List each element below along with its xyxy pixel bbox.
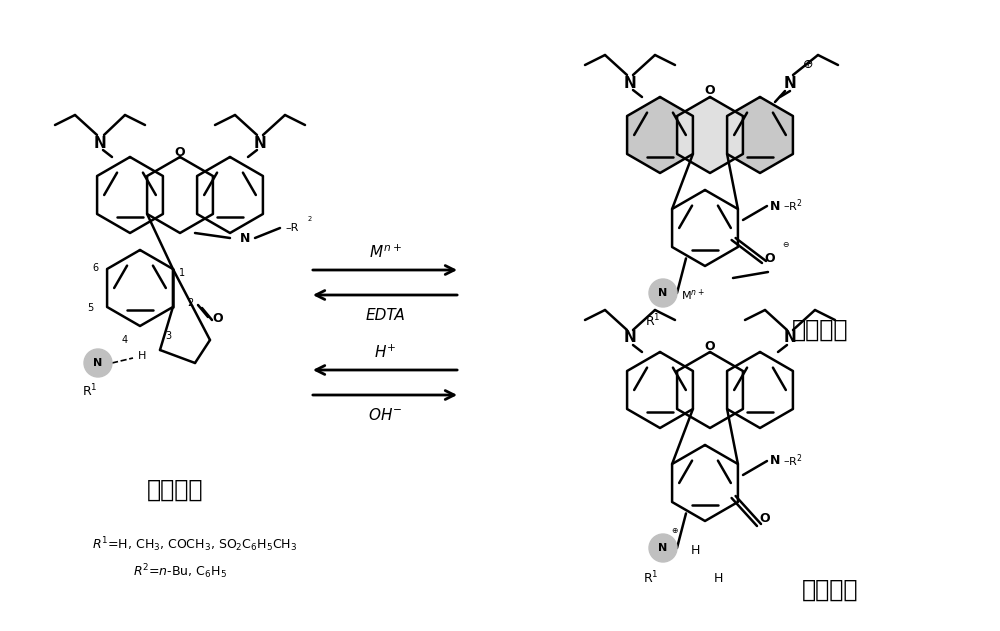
Text: $^{\ominus}$: $^{\ominus}$ (782, 241, 790, 251)
Text: 荧光暗态: 荧光暗态 (802, 578, 858, 602)
Text: 荧光亮态: 荧光亮态 (792, 318, 848, 342)
Text: N: N (624, 76, 636, 90)
Text: $R^2$=$n$-Bu, C$_6$H$_5$: $R^2$=$n$-Bu, C$_6$H$_5$ (133, 563, 227, 581)
Text: O: O (213, 312, 223, 324)
Text: –R: –R (285, 223, 299, 233)
Text: R$^1$: R$^1$ (645, 313, 661, 329)
Text: N: N (784, 76, 796, 90)
Text: 4: 4 (122, 335, 128, 345)
Text: H: H (690, 543, 700, 557)
Text: N: N (770, 199, 780, 213)
Text: 荧光暗态: 荧光暗态 (147, 478, 203, 502)
Text: EDTA: EDTA (365, 307, 405, 322)
Circle shape (84, 349, 112, 377)
Polygon shape (677, 97, 743, 173)
Text: N: N (784, 331, 796, 346)
Text: 2: 2 (187, 298, 193, 308)
Text: R$^1$: R$^1$ (82, 382, 98, 399)
Text: N: N (94, 136, 106, 151)
Text: –R$^2$: –R$^2$ (783, 452, 803, 469)
Text: $M^{n+}$: $M^{n+}$ (369, 244, 401, 261)
Text: $OH^{-}$: $OH^{-}$ (368, 407, 402, 423)
Text: O: O (765, 252, 775, 264)
Polygon shape (727, 97, 793, 173)
Text: O: O (705, 85, 715, 98)
Circle shape (649, 279, 677, 307)
Text: R$^1$: R$^1$ (643, 570, 659, 586)
Text: $H^{+}$: $H^{+}$ (374, 343, 396, 361)
Text: 5: 5 (87, 303, 93, 313)
Text: N: N (254, 136, 266, 151)
Text: $\oplus$: $\oplus$ (802, 59, 814, 71)
Text: O: O (705, 339, 715, 353)
Polygon shape (627, 97, 693, 173)
Text: O: O (175, 146, 185, 158)
Text: –R$^2$: –R$^2$ (783, 198, 803, 215)
Text: N: N (658, 543, 668, 553)
Text: H: H (713, 572, 723, 584)
Text: 3: 3 (165, 331, 171, 341)
Text: M$^{n+}$: M$^{n+}$ (681, 287, 705, 303)
Text: 1: 1 (179, 268, 185, 278)
Text: N: N (93, 358, 103, 368)
Text: $^2$: $^2$ (307, 216, 313, 226)
Text: N: N (770, 454, 780, 468)
Text: H: H (138, 351, 146, 361)
Text: N: N (658, 288, 668, 298)
Text: 6: 6 (92, 263, 98, 273)
Text: $R^1$=H, CH$_3$, COCH$_3$, SO$_2$C$_6$H$_5$CH$_3$: $R^1$=H, CH$_3$, COCH$_3$, SO$_2$C$_6$H$… (92, 536, 298, 555)
Text: O: O (760, 512, 770, 524)
Text: $^{\oplus}$: $^{\oplus}$ (671, 527, 679, 537)
Text: N: N (624, 331, 636, 346)
Text: N: N (240, 232, 250, 244)
Circle shape (649, 534, 677, 562)
